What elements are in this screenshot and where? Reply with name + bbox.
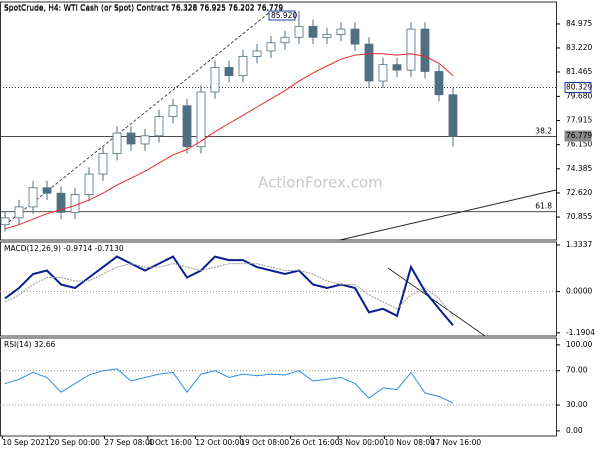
candle-body [0,217,10,226]
candle-body [392,64,402,71]
candle-body [378,64,388,82]
panel-frame [0,241,557,337]
candle-body [266,42,276,52]
candle-body [140,135,150,145]
moving-average [4,53,454,230]
series-line [4,368,454,404]
y-tick-label: 30.00 [566,400,588,409]
x-tick-label: 10 Sep 2021 [2,438,50,447]
x-tick-label: 4 Oct 16:00 [148,438,192,447]
candle-body [182,105,192,148]
candle-body [84,173,94,195]
candle-body [126,132,136,145]
y-tick-label: 100.00 [566,340,592,349]
candle-body [364,43,374,82]
x-tick-label: 27 Sep 08:00 [104,438,154,447]
y-tick-label: 1.3337 [566,240,592,249]
trend-line [387,267,486,337]
y-tick-label: -1.1904 [566,328,595,337]
candle-body [168,105,178,118]
x-tick-label: 20 Sep 00:00 [50,438,100,447]
candle-body [196,91,206,148]
price-box [564,82,592,94]
candle-body [210,66,220,93]
candle-body [252,50,262,57]
watermark: ActionForex.com [258,174,383,192]
candle-body [294,25,304,38]
x-tick-label: 10 Nov 08:00 [384,438,435,447]
chart-title: SpotCrude, H4: WTI Cash (or Spot) Contra… [4,3,283,12]
candle-body [224,66,234,76]
price-box [564,130,592,142]
panel-frame [0,1,557,241]
candle-body [336,28,346,35]
y-tick-label: 83.220 [566,43,592,52]
y-tick-label: 74.385 [566,164,592,173]
price-label: 85.920 [271,11,297,20]
candle-body [42,187,52,194]
candle-body [154,116,164,137]
y-tick-label: 81.465 [566,67,592,76]
x-tick-label: 17 Nov 16:00 [431,438,482,447]
y-tick-label: 70.00 [566,366,588,375]
candle-body [308,25,318,38]
x-tick-label: 26 Oct 16:00 [291,438,340,447]
y-tick-label: 84.975 [566,19,592,28]
series-line [4,263,454,317]
fib-label: 61.8 [535,202,552,211]
x-tick-label: 19 Oct 08:00 [240,438,289,447]
candle-body [70,194,80,213]
y-tick-label: 77.915 [566,116,592,125]
panel-title: MACD(12,26,9) -0.9714 -0.7130 [4,244,124,253]
series-line [4,255,454,326]
panel-title: SpotCrude, H4: WTI Cash (or Spot) Contra… [4,4,283,13]
x-tick-label: 3 Nov 00:00 [338,438,384,447]
panel-frame [0,337,557,437]
candle-body [112,132,122,154]
candle-body [406,28,416,71]
candle-body [434,71,444,96]
y-tick-label: 0.00 [566,426,583,435]
y-tick-label: 70.855 [566,212,592,221]
price-label: 76.779 [566,131,592,140]
x-tick-label: 12 Oct 00:00 [195,438,244,447]
trend-line [339,189,557,241]
panel-title: RSI(14) 32.66 [4,340,56,349]
fib-label: 38.2 [535,126,552,135]
candle-body [28,187,38,208]
candle-body [238,56,248,76]
candle-body [280,36,290,44]
candle-body [98,153,108,175]
y-tick-label: 0.0000 [566,286,592,295]
y-tick-label: 79.680 [566,91,592,100]
candle-body [14,206,24,219]
candle-body [420,28,430,72]
candle-body [350,28,360,45]
candle-body [56,192,66,213]
y-tick-label: 76.150 [566,140,592,149]
candle-body [322,34,332,38]
price-label: 80.329 [566,83,592,92]
candle-body [448,94,458,137]
y-tick-label: 72.620 [566,188,592,197]
price-box [268,10,296,21]
